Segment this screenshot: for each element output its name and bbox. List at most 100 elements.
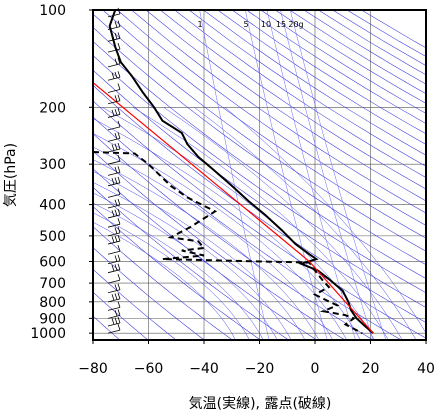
dry-adiabat-line — [231, 10, 426, 135]
moist-adiabat-line — [93, 202, 264, 340]
barb-flag — [117, 198, 121, 206]
wind-barb — [107, 20, 121, 31]
y-tick-label: 700 — [39, 276, 66, 292]
barb-shaft — [107, 160, 121, 165]
moist-adiabat-line — [194, 107, 417, 340]
barb-shaft — [107, 193, 121, 198]
barb-flag — [117, 142, 121, 150]
barb-flag — [111, 210, 115, 217]
reference-line — [93, 81, 374, 334]
y-tick-label: 800 — [39, 295, 66, 311]
wind-barb — [107, 245, 121, 255]
wind-barb — [107, 132, 121, 142]
barb-flag — [114, 71, 118, 79]
barb-flag — [117, 57, 121, 65]
temperature-line — [108, 10, 374, 334]
barb-flag — [117, 32, 121, 39]
barb-shaft — [107, 13, 121, 18]
barb-flag — [117, 273, 121, 281]
wind-barb — [107, 83, 121, 93]
mixing-ratio-label: 15 — [276, 20, 286, 29]
barb-flag — [117, 71, 121, 78]
mixing-ratio-line — [266, 10, 356, 340]
dry-adiabat-line — [93, 315, 120, 340]
axis-ticks: −80 −60 −40 −20 0 20 40 100 200 300 400 500 600 700 80… — [30, 3, 435, 377]
barb-flag — [111, 144, 115, 151]
y-tick-label: 900 — [39, 311, 66, 327]
x-tick-label: −40 — [189, 361, 219, 377]
wind-barb — [107, 309, 121, 319]
moist-adiabat-line — [93, 171, 306, 340]
barb-flag — [114, 284, 118, 291]
barb-flag — [111, 294, 115, 301]
mixing-ratio-label: 20g — [288, 20, 303, 29]
barb-flag — [117, 155, 121, 162]
mixing-ratio-line — [199, 10, 270, 340]
wind-barb — [107, 42, 121, 53]
dry-adiabat-line — [93, 55, 426, 294]
barb-flag — [111, 33, 115, 40]
wind-barb — [107, 120, 121, 131]
dry-adiabat-line — [93, 226, 233, 340]
barb-shaft — [107, 240, 121, 245]
mixing-ratio-label: 1 — [197, 20, 202, 29]
x-tick-label: 0 — [311, 361, 320, 377]
barb-shaft — [107, 100, 121, 105]
y-tick-label: 600 — [39, 254, 66, 270]
dry-adiabat-line — [93, 26, 426, 266]
barb-flag — [114, 199, 118, 206]
barb-flag — [117, 254, 121, 261]
barb-shaft — [107, 48, 121, 53]
x-tick-label: 20 — [362, 361, 380, 377]
barb-flag — [114, 255, 118, 262]
barb-flag — [114, 21, 118, 28]
barb-flag — [117, 316, 121, 324]
wind-barb — [107, 188, 121, 198]
dry-adiabat-line — [188, 10, 426, 167]
barb-flag — [114, 227, 118, 234]
mixing-ratio-label: 10 — [261, 20, 271, 29]
wind-barb — [107, 176, 121, 187]
barb-flag — [111, 264, 115, 272]
barb-flag — [117, 166, 121, 173]
x-tick-label: 40 — [417, 361, 435, 377]
dry-adiabat-line — [160, 10, 426, 190]
moist-adiabat-line — [93, 221, 236, 340]
x-tick-label: −60 — [134, 361, 164, 377]
dry-adiabat-line — [102, 10, 426, 239]
barb-shaft — [107, 26, 121, 31]
barb-flag — [117, 309, 121, 316]
x-tick-label: −20 — [245, 361, 275, 377]
barb-flag — [117, 20, 121, 27]
barb-flag — [114, 264, 118, 271]
barb-flag — [117, 218, 121, 225]
barb-flag — [117, 120, 121, 128]
barb-flag — [117, 234, 121, 242]
wind-barb — [107, 316, 121, 327]
barb-shaft — [107, 289, 121, 294]
barb-shaft — [107, 260, 121, 265]
barb-flag — [117, 263, 121, 270]
barb-flag — [114, 95, 118, 102]
dry-adiabat-line — [217, 10, 426, 145]
barb-shaft — [107, 37, 121, 42]
wind-barb — [107, 254, 121, 265]
mixing-ratio-labels: 1 5 10 15 20g — [197, 20, 303, 29]
wind-barb — [107, 71, 121, 81]
mixing-ratio-line — [289, 10, 387, 340]
y-tick-label: 100 — [39, 3, 66, 19]
y-tick-label: 200 — [39, 100, 66, 116]
dry-adiabat-line — [93, 41, 426, 279]
barb-shaft — [107, 223, 121, 228]
barb-flag — [117, 208, 121, 216]
barb-shaft — [107, 314, 121, 319]
barb-shaft — [107, 114, 121, 118]
y-tick-label: 1000 — [30, 326, 66, 342]
wind-barb — [107, 283, 121, 294]
barb-shaft — [107, 148, 121, 153]
mixing-ratio-label: 5 — [243, 20, 248, 29]
dry-adiabat-line — [93, 247, 205, 340]
barb-flag — [117, 188, 121, 195]
dry-adiabat-line — [93, 84, 426, 323]
